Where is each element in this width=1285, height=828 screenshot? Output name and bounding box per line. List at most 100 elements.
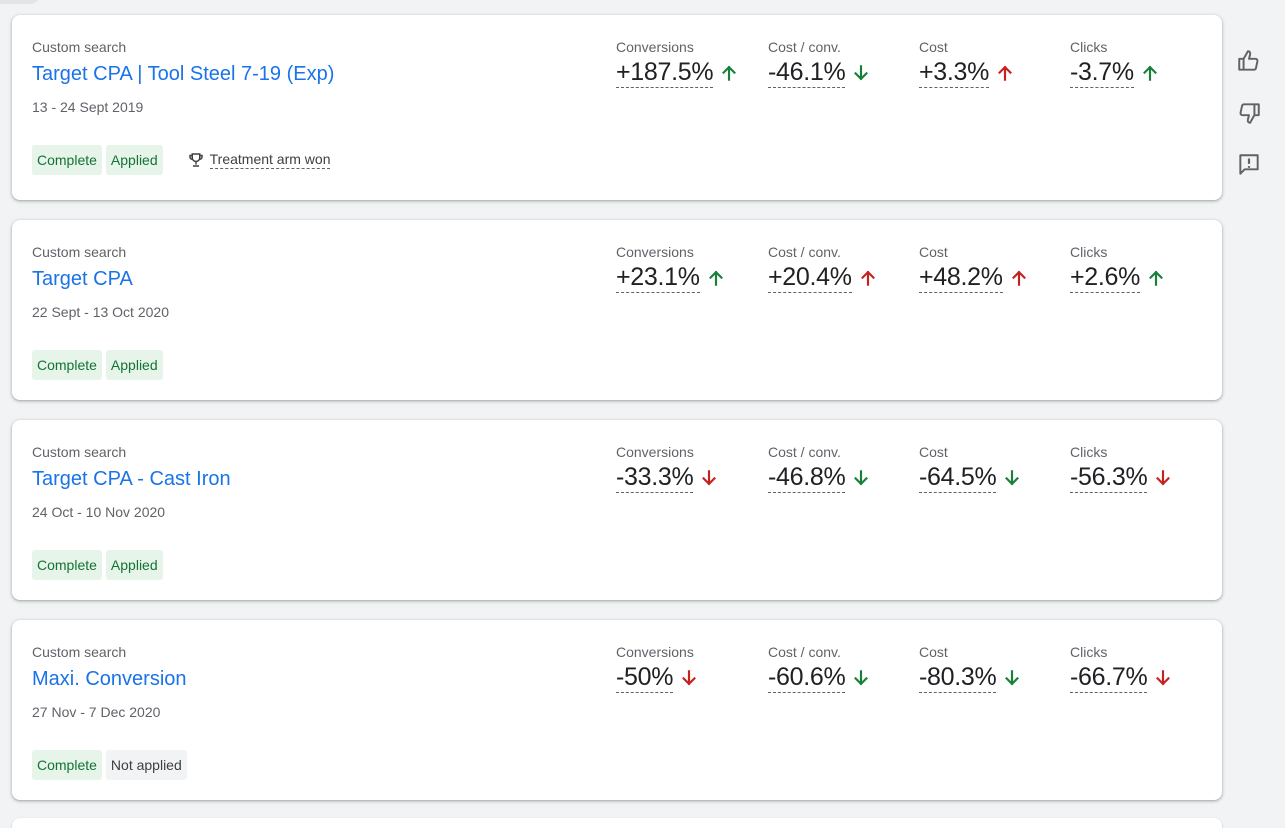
- status-chip-complete: Complete: [32, 350, 102, 380]
- thumbs-up-icon[interactable]: [1236, 48, 1262, 74]
- metric-value[interactable]: +48.2%: [919, 263, 1003, 293]
- metric-value[interactable]: +3.3%: [919, 58, 990, 88]
- status-chip-complete: Complete: [32, 750, 102, 780]
- metric-label: Cost: [919, 39, 948, 55]
- arrow-up-icon: [722, 65, 737, 81]
- arrow-up-icon: [708, 270, 723, 286]
- metric-label: Conversions: [616, 644, 694, 660]
- status-chip-applied: Applied: [105, 145, 163, 175]
- metric-label: Cost: [919, 444, 948, 460]
- arrow-up-icon: [860, 270, 875, 286]
- metric-value[interactable]: +2.6%: [1070, 263, 1141, 293]
- experiment-date: 27 Nov - 7 Dec 2020: [32, 704, 161, 720]
- metric-label: Cost / conv.: [768, 644, 841, 660]
- metric-value[interactable]: -46.1%: [768, 58, 846, 88]
- status-chip-complete: Complete: [32, 550, 102, 580]
- experiment-date: 24 Oct - 10 Nov 2020: [32, 504, 166, 520]
- arrow-down-icon: [1156, 670, 1171, 686]
- metric-label: Clicks: [1070, 244, 1108, 260]
- experiment-date: 13 - 24 Sept 2019: [32, 99, 144, 115]
- arrow-up-icon: [998, 65, 1013, 81]
- metric-value[interactable]: -60.6%: [768, 663, 846, 693]
- experiment-type: Custom search: [32, 244, 127, 260]
- experiment-card: Custom search Maxi. Conversion 27 Nov - …: [12, 620, 1222, 800]
- status-chip-not-applied: Not applied: [105, 750, 187, 780]
- metric-value[interactable]: -64.5%: [919, 463, 997, 493]
- metric-label: Conversions: [616, 39, 694, 55]
- arrow-down-icon: [1005, 470, 1020, 486]
- arrow-up-icon: [1142, 65, 1157, 81]
- experiment-title-link[interactable]: Maxi. Conversion: [32, 668, 187, 690]
- metric-value[interactable]: -50%: [616, 663, 674, 693]
- status-chips: Complete Applied: [32, 350, 163, 380]
- metric-value[interactable]: -80.3%: [919, 663, 997, 693]
- metric-clicks: Clicks -56.3%: [1070, 444, 1220, 493]
- experiment-card: Custom search Target CPA | Tool Steel 7-…: [12, 15, 1222, 200]
- arrow-up-icon: [1149, 270, 1164, 286]
- metric-label: Cost / conv.: [768, 39, 841, 55]
- metric-value[interactable]: -3.7%: [1070, 58, 1134, 88]
- metric-value[interactable]: +20.4%: [768, 263, 852, 293]
- feedback-toolbar: [1236, 48, 1264, 204]
- arrow-down-icon: [854, 470, 869, 486]
- metric-label: Cost: [919, 244, 948, 260]
- metric-label: Cost: [919, 644, 948, 660]
- metric-label: Clicks: [1070, 39, 1108, 55]
- experiment-title-link[interactable]: Target CPA | Tool Steel 7-19 (Exp): [32, 63, 335, 85]
- arrow-down-icon: [854, 65, 869, 81]
- next-experiment-card-edge: [12, 818, 1222, 828]
- experiment-title-link[interactable]: Target CPA - Cast Iron: [32, 468, 231, 490]
- metric-cost: Cost -64.5%: [919, 444, 1069, 493]
- metric-label: Clicks: [1070, 644, 1108, 660]
- metric-clicks: Clicks -66.7%: [1070, 644, 1220, 693]
- experiment-date: 22 Sept - 13 Oct 2020: [32, 304, 169, 320]
- winner-text: Treatment arm won: [209, 151, 331, 169]
- metric-value[interactable]: +187.5%: [616, 58, 714, 88]
- metric-conversions: Conversions -33.3%: [616, 444, 766, 493]
- metric-value[interactable]: -46.8%: [768, 463, 846, 493]
- metric-cost-per-conversion: Cost / conv. -46.8%: [768, 444, 918, 493]
- metric-label: Conversions: [616, 244, 694, 260]
- metric-conversions: Conversions -50%: [616, 644, 766, 693]
- metric-cost: Cost -80.3%: [919, 644, 1069, 693]
- metric-value[interactable]: +23.1%: [616, 263, 700, 293]
- status-chip-applied: Applied: [105, 550, 163, 580]
- arrow-down-icon: [854, 670, 869, 686]
- thumbs-down-icon[interactable]: [1236, 100, 1262, 126]
- experiment-type: Custom search: [32, 39, 127, 55]
- metric-conversions: Conversions +23.1%: [616, 244, 766, 293]
- status-chips: Complete Not applied: [32, 750, 187, 780]
- metric-value[interactable]: -56.3%: [1070, 463, 1148, 493]
- metric-value[interactable]: -33.3%: [616, 463, 694, 493]
- experiment-type: Custom search: [32, 444, 127, 460]
- metric-label: Conversions: [616, 444, 694, 460]
- arrow-down-icon: [702, 470, 717, 486]
- metric-cost-per-conversion: Cost / conv. +20.4%: [768, 244, 918, 293]
- metric-label: Clicks: [1070, 444, 1108, 460]
- feedback-icon[interactable]: [1236, 152, 1262, 178]
- arrow-down-icon: [1156, 470, 1171, 486]
- metric-cost: Cost +48.2%: [919, 244, 1069, 293]
- arrow-down-icon: [682, 670, 697, 686]
- metric-value[interactable]: -66.7%: [1070, 663, 1148, 693]
- winner-indicator[interactable]: Treatment arm won: [187, 151, 331, 169]
- arrow-down-icon: [1005, 670, 1020, 686]
- metric-cost-per-conversion: Cost / conv. -60.6%: [768, 644, 918, 693]
- experiment-type: Custom search: [32, 644, 127, 660]
- metric-conversions: Conversions +187.5%: [616, 39, 766, 88]
- metric-cost-per-conversion: Cost / conv. -46.1%: [768, 39, 918, 88]
- status-chips: Complete Applied Treatment arm won: [32, 145, 331, 175]
- experiment-card: Custom search Target CPA 22 Sept - 13 Oc…: [12, 220, 1222, 400]
- status-chip-complete: Complete: [32, 145, 102, 175]
- metric-label: Cost / conv.: [768, 244, 841, 260]
- metric-clicks: Clicks -3.7%: [1070, 39, 1220, 88]
- metric-clicks: Clicks +2.6%: [1070, 244, 1220, 293]
- top-edge-decoration: [0, 0, 40, 4]
- metric-cost: Cost +3.3%: [919, 39, 1069, 88]
- trophy-icon: [188, 153, 203, 167]
- arrow-up-icon: [1011, 270, 1026, 286]
- status-chip-applied: Applied: [105, 350, 163, 380]
- status-chips: Complete Applied: [32, 550, 163, 580]
- experiment-card: Custom search Target CPA - Cast Iron 24 …: [12, 420, 1222, 600]
- experiment-title-link[interactable]: Target CPA: [32, 268, 133, 290]
